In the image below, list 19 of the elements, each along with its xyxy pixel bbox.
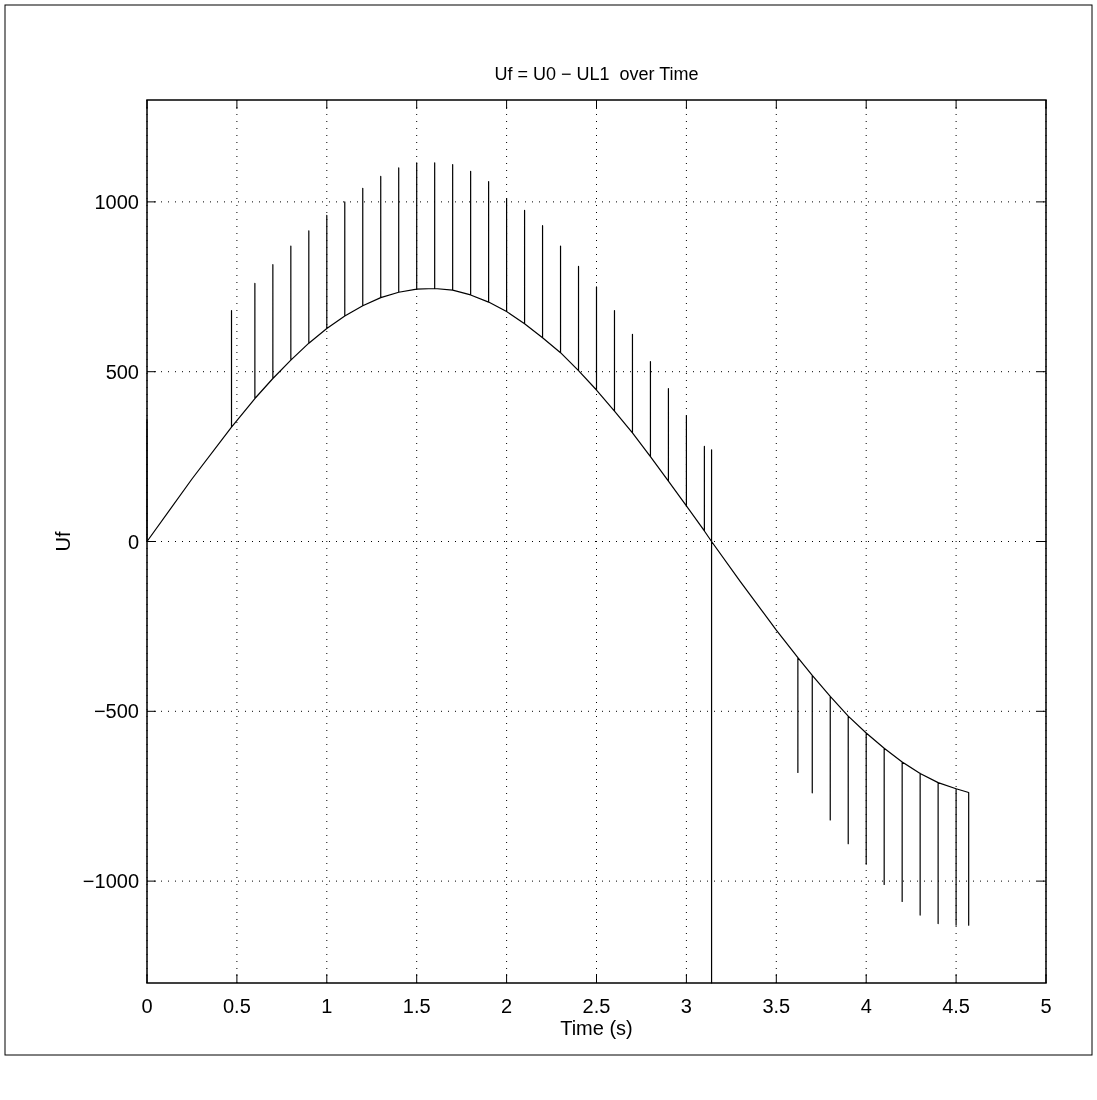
x-tick-label: 1 xyxy=(321,995,333,1017)
y-tick-label: −500 xyxy=(93,700,139,723)
x-tick-label: 4.5 xyxy=(942,995,971,1017)
x-tick-label: 2 xyxy=(501,995,513,1017)
chart-title: Uf = U0 − UL1 over Time xyxy=(494,64,699,84)
y-tick-label: 500 xyxy=(105,360,139,383)
x-tick-label: 0 xyxy=(141,995,153,1017)
y-tick-label: −1000 xyxy=(82,870,139,893)
x-tick-label: 2.5 xyxy=(582,995,611,1017)
x-tick-label: 1.5 xyxy=(402,995,431,1017)
y-axis-title: Uf xyxy=(52,531,74,552)
y-tick-label: 0 xyxy=(127,530,139,553)
x-tick-label: 0.5 xyxy=(222,995,251,1017)
x-tick-label: 5 xyxy=(1040,995,1052,1017)
x-tick-label: 4 xyxy=(860,995,872,1017)
x-tick-label: 3 xyxy=(680,995,692,1017)
y-tick-label: 1000 xyxy=(94,190,139,213)
x-axis-title: Time (s) xyxy=(560,1017,633,1039)
x-tick-label: 3.5 xyxy=(762,995,791,1017)
